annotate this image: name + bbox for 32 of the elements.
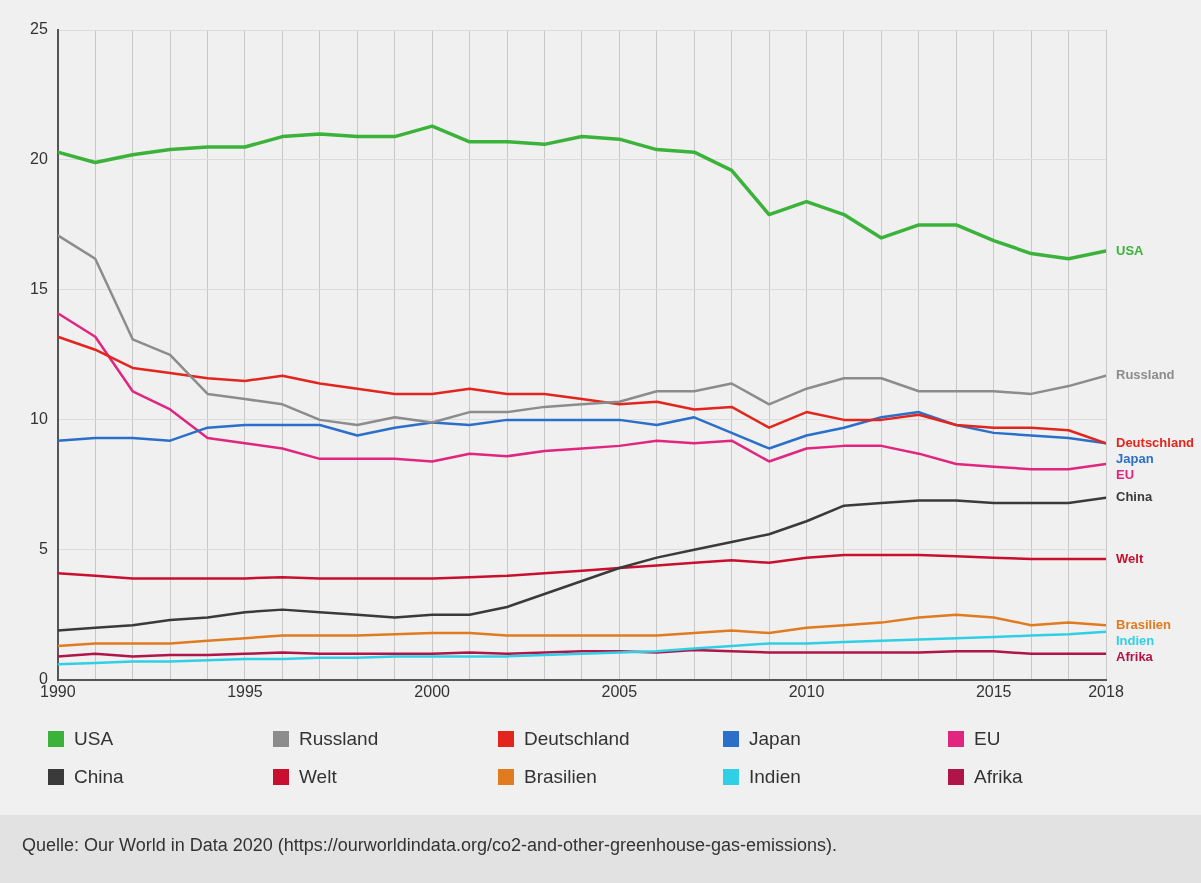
text: USA: [1116, 242, 1144, 258]
legend-label: USA: [74, 728, 114, 750]
y-tick-label: 10: [30, 410, 48, 428]
text: China: [1116, 489, 1153, 505]
text: Welt: [1116, 550, 1144, 566]
y-tick-label: 5: [38, 540, 48, 558]
text: Japan: [1116, 450, 1154, 466]
x-tick-label: 2005: [601, 682, 638, 700]
y-tick-label: 20: [30, 150, 48, 168]
x-tick-label: 2010: [788, 682, 825, 700]
x-tick-label: 2000: [414, 682, 451, 700]
legend-label: Deutschland: [524, 728, 630, 750]
text: EU: [1116, 466, 1135, 482]
y-tick-label: 25: [30, 20, 48, 38]
text: Russland: [1116, 367, 1175, 383]
legend-label: China: [74, 766, 124, 788]
x-tick-label: 2015: [975, 682, 1012, 700]
legend-label: Russland: [299, 728, 379, 750]
legend-label: Afrika: [974, 766, 1023, 788]
x-tick-label: 2018: [1088, 682, 1124, 700]
legend-label: EU: [974, 728, 1001, 750]
text: Brasilien: [1116, 616, 1171, 632]
x-tick-label: 1995: [227, 682, 263, 700]
y-tick-label: 15: [30, 280, 48, 298]
legend-label: Japan: [749, 728, 801, 750]
legend-label: Indien: [749, 766, 801, 788]
legend-label: Brasilien: [524, 766, 597, 788]
text: Deutschland: [1116, 434, 1195, 450]
text: Indien: [1116, 632, 1155, 648]
source-note: Quelle: Our World in Data 2020 (https://ourworldindata.org/co2-and-other-greenhouse-gas-emissions).: [21, 834, 839, 856]
legend-label: Welt: [299, 766, 337, 788]
text: Afrika: [1116, 648, 1153, 664]
